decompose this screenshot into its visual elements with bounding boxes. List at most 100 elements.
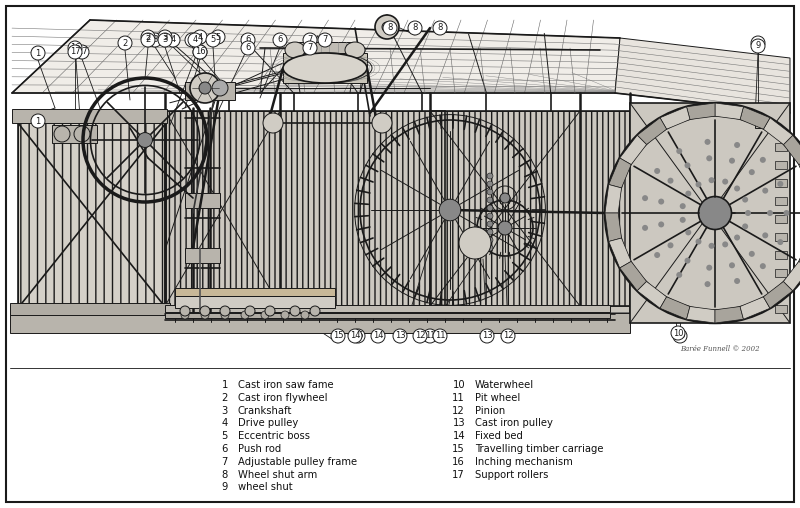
Bar xyxy=(775,161,787,169)
Polygon shape xyxy=(638,281,666,308)
Text: 16: 16 xyxy=(70,44,80,52)
Text: Crankshaft: Crankshaft xyxy=(238,405,292,416)
Circle shape xyxy=(706,265,712,271)
Text: 10: 10 xyxy=(673,329,683,337)
Text: 14: 14 xyxy=(373,332,383,340)
Polygon shape xyxy=(615,38,790,113)
Circle shape xyxy=(408,21,422,35)
Polygon shape xyxy=(660,107,690,129)
Circle shape xyxy=(767,210,773,216)
Circle shape xyxy=(331,329,345,343)
Circle shape xyxy=(241,41,255,55)
Circle shape xyxy=(749,251,755,257)
Polygon shape xyxy=(605,184,622,213)
Text: 4: 4 xyxy=(170,36,176,45)
Circle shape xyxy=(372,113,392,133)
Circle shape xyxy=(263,113,283,133)
Circle shape xyxy=(193,30,207,44)
Circle shape xyxy=(745,210,751,216)
Text: 1: 1 xyxy=(222,380,228,390)
Text: 4: 4 xyxy=(222,419,228,428)
Text: 9: 9 xyxy=(755,39,761,48)
Bar xyxy=(12,109,167,123)
Bar xyxy=(775,251,787,259)
Circle shape xyxy=(762,232,768,238)
Circle shape xyxy=(501,329,515,343)
Bar xyxy=(775,179,787,187)
Circle shape xyxy=(31,114,45,128)
Circle shape xyxy=(382,22,392,32)
Bar xyxy=(165,111,445,306)
Bar xyxy=(775,287,787,295)
Text: 8: 8 xyxy=(387,23,393,33)
Circle shape xyxy=(351,329,365,343)
Circle shape xyxy=(642,195,648,201)
Text: 6: 6 xyxy=(246,36,250,45)
Circle shape xyxy=(31,46,45,60)
Circle shape xyxy=(141,33,155,47)
Circle shape xyxy=(487,245,493,251)
Circle shape xyxy=(459,227,491,259)
Circle shape xyxy=(487,237,493,243)
Text: 16: 16 xyxy=(194,48,206,56)
Bar xyxy=(175,288,335,296)
Circle shape xyxy=(480,329,494,343)
Text: Barée Funnell © 2002: Barée Funnell © 2002 xyxy=(680,345,760,353)
Bar xyxy=(18,123,166,308)
Circle shape xyxy=(654,168,660,174)
Circle shape xyxy=(680,203,686,209)
Ellipse shape xyxy=(283,53,367,83)
Circle shape xyxy=(487,173,493,179)
Text: 14: 14 xyxy=(350,332,360,340)
Circle shape xyxy=(158,33,172,47)
Text: 15: 15 xyxy=(333,332,343,340)
Text: 9: 9 xyxy=(222,483,228,492)
Text: 3: 3 xyxy=(162,36,168,45)
Text: 2: 2 xyxy=(122,39,128,48)
Text: 6: 6 xyxy=(222,444,228,454)
Circle shape xyxy=(241,33,255,47)
Circle shape xyxy=(487,189,493,195)
Circle shape xyxy=(158,30,172,44)
Circle shape xyxy=(698,197,731,230)
Circle shape xyxy=(498,221,512,235)
Bar xyxy=(283,53,367,83)
Circle shape xyxy=(245,306,255,316)
Text: 13: 13 xyxy=(394,332,406,340)
Text: 15: 15 xyxy=(353,332,363,340)
Polygon shape xyxy=(686,103,715,119)
Text: Push rod: Push rod xyxy=(238,444,282,454)
Bar xyxy=(775,305,787,313)
Circle shape xyxy=(487,205,493,211)
Text: 12: 12 xyxy=(452,405,465,416)
Circle shape xyxy=(273,33,287,47)
Circle shape xyxy=(393,329,407,343)
Circle shape xyxy=(212,80,228,96)
Bar xyxy=(755,120,775,128)
Circle shape xyxy=(166,33,180,47)
Circle shape xyxy=(413,329,427,343)
Circle shape xyxy=(742,197,748,203)
Circle shape xyxy=(201,311,209,319)
Ellipse shape xyxy=(345,42,365,58)
Text: Drive pulley: Drive pulley xyxy=(238,419,298,428)
Text: Wheel shut arm: Wheel shut arm xyxy=(238,469,318,480)
Circle shape xyxy=(68,41,82,55)
Text: Eccentric boss: Eccentric boss xyxy=(238,431,310,441)
Polygon shape xyxy=(686,306,715,323)
Circle shape xyxy=(439,199,461,221)
Circle shape xyxy=(265,306,275,316)
Circle shape xyxy=(310,306,320,316)
Text: Fixed bed: Fixed bed xyxy=(475,431,523,441)
Circle shape xyxy=(487,181,493,187)
Text: 5: 5 xyxy=(222,431,228,441)
Text: 6: 6 xyxy=(246,44,250,52)
Bar xyxy=(775,215,787,223)
Text: 1: 1 xyxy=(35,116,41,125)
Circle shape xyxy=(487,221,493,227)
Text: 8: 8 xyxy=(222,469,228,480)
Circle shape xyxy=(654,252,660,258)
Polygon shape xyxy=(715,103,743,119)
Circle shape xyxy=(500,193,510,203)
Polygon shape xyxy=(763,118,793,145)
